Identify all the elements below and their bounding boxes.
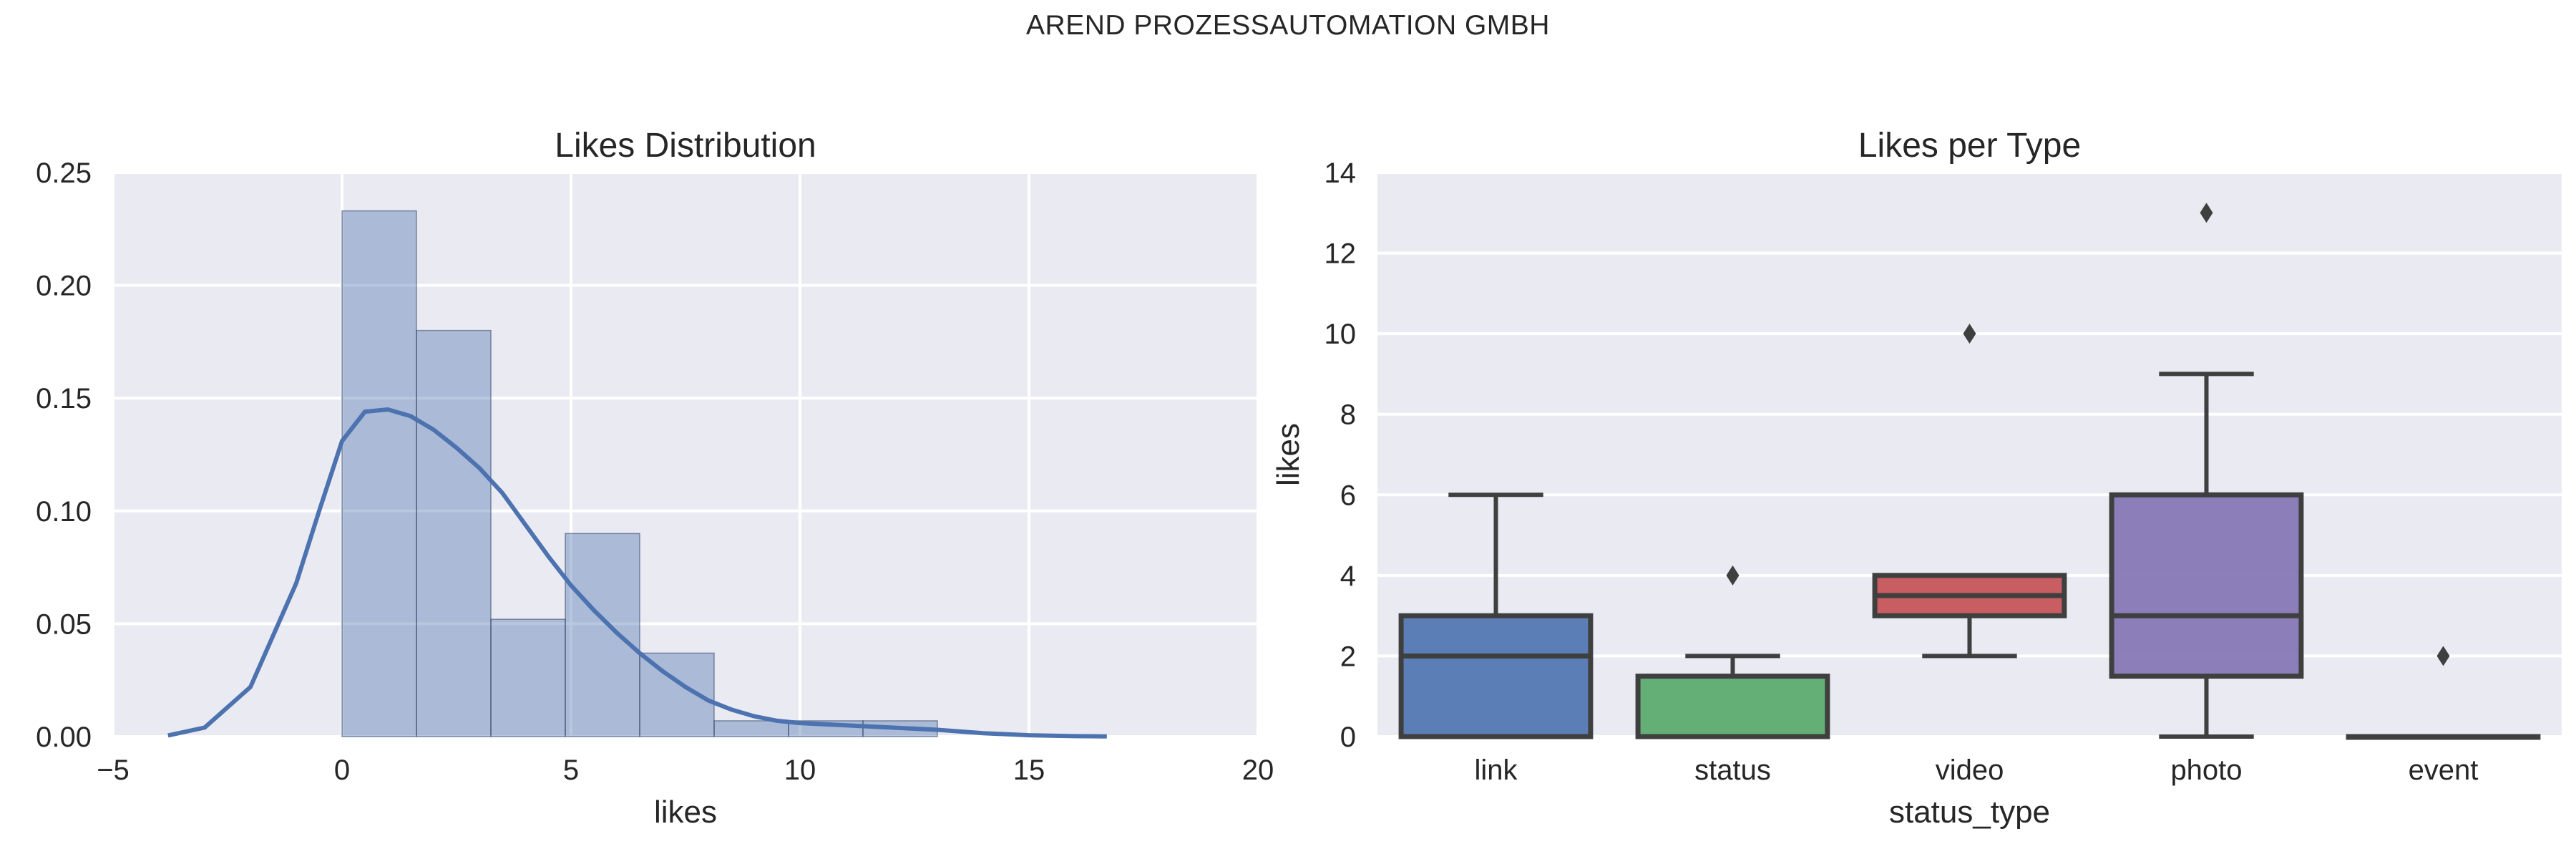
kde-curve <box>167 407 1107 739</box>
histogram-bar <box>713 720 789 737</box>
box-iqr <box>1635 674 1830 739</box>
boxplot-x-ticks: link status video photo event <box>1474 754 2478 786</box>
y-tick-label: 8 <box>1340 399 1356 431</box>
y-tick-label: 0.20 <box>36 271 92 302</box>
x-tick-label: video <box>1936 754 2004 786</box>
y-tick-label: 0.10 <box>36 496 92 528</box>
y-tick-label: 0.05 <box>36 608 92 640</box>
x-tick-label: photo <box>2170 754 2242 786</box>
outlier-point <box>1963 324 1976 344</box>
outlier-point <box>1726 565 1740 586</box>
x-tick-label: 5 <box>563 754 579 786</box>
histogram-bar <box>565 533 640 737</box>
histogram-chart: −5 0 5 10 15 20 0.00 0.05 0.10 0.15 0.20 0.25 Like… <box>36 127 1274 830</box>
histogram-x-label: likes <box>654 795 717 830</box>
y-tick-label: 0.25 <box>36 157 92 189</box>
x-tick-label: 15 <box>1013 754 1045 786</box>
boxplot-boxes <box>1398 203 2541 740</box>
x-tick-label: status <box>1694 754 1771 786</box>
page-title: AREND PROZESSAUTOMATION GMBH <box>1026 10 1550 41</box>
histogram-y-ticks: 0.00 0.05 0.10 0.15 0.20 0.25 <box>36 157 92 753</box>
y-tick-label: 2 <box>1340 641 1356 672</box>
histogram-title: Likes Distribution <box>555 127 816 165</box>
box-iqr <box>2109 492 2304 679</box>
histogram-x-ticks: −5 0 5 10 15 20 <box>97 754 1274 786</box>
histogram-bar <box>416 329 492 737</box>
outlier-point <box>2436 646 2450 666</box>
box-photo <box>2109 203 2304 739</box>
box-video <box>1872 324 2067 659</box>
histogram-plot-area <box>113 173 1258 737</box>
boxplot-chart: link status video photo event 0 2 4 6 8 10 12 14 Li… <box>1271 127 2562 830</box>
y-tick-label: 0 <box>1340 722 1356 753</box>
x-tick-label: link <box>1474 754 1518 786</box>
x-tick-label: 0 <box>334 754 350 786</box>
histogram-bar <box>341 210 417 737</box>
y-tick-label: 4 <box>1340 560 1356 592</box>
y-tick-label: 12 <box>1324 238 1357 270</box>
y-tick-label: 0.15 <box>36 383 92 414</box>
boxplot-y-label: likes <box>1271 423 1306 486</box>
boxplot-title: Likes per Type <box>1858 127 2081 165</box>
outlier-point <box>2200 203 2213 223</box>
y-tick-label: 0.00 <box>36 722 92 753</box>
x-tick-label: 20 <box>1242 754 1274 786</box>
x-tick-label: −5 <box>97 754 130 786</box>
y-tick-label: 14 <box>1324 157 1357 189</box>
x-tick-label: event <box>2409 754 2479 786</box>
histogram-bars <box>341 210 938 737</box>
boxplot-x-label: status_type <box>1889 795 2050 830</box>
y-tick-label: 10 <box>1324 319 1357 350</box>
box-status <box>1635 565 1830 739</box>
x-tick-label: 10 <box>784 754 816 786</box>
histogram-bar <box>490 618 566 737</box>
box-event <box>2346 646 2541 740</box>
y-tick-label: 6 <box>1340 480 1356 511</box>
box-link <box>1398 492 1594 739</box>
box-iqr <box>1398 613 1594 739</box>
boxplot-y-ticks: 0 2 4 6 8 10 12 14 <box>1324 157 1357 753</box>
